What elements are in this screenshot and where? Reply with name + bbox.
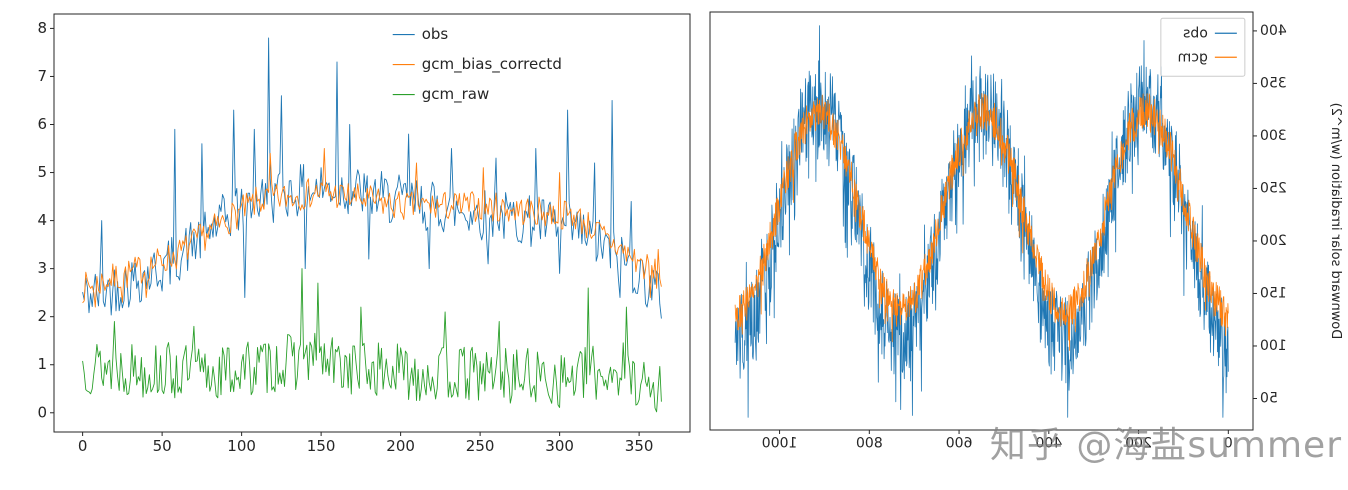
x-tick-label: 400 (1035, 436, 1062, 452)
x-tick-label: 350 (625, 437, 654, 455)
legend-label: gcm_bias_correctd (422, 55, 562, 74)
y-tick-label: 2 (37, 307, 47, 325)
x-axis: 0 200 400 600 800 1000 (762, 430, 1233, 452)
y-tick-label: 6 (37, 115, 47, 133)
y-tick-label: 5 (37, 163, 47, 181)
y-tick-label: 250 (1260, 180, 1287, 196)
y-tick-label: 1 (37, 355, 47, 373)
x-tick-label: 100 (227, 437, 256, 455)
y-tick-label: 3 (37, 259, 47, 277)
legend-label: gcm_raw (422, 85, 490, 104)
right-chart-mirrored-wrapper: 0 200 400 600 800 1000 50 100 150 200 250 300 350 400… (700, 2, 1348, 488)
plot-border (709, 11, 1254, 431)
y-axis-label: Downward solar irradiation (w/m^2) (1328, 103, 1343, 340)
series-gcm_bias_correctd-line (82, 148, 662, 308)
x-tick-label: 250 (466, 437, 495, 455)
legend: obs gcm (1160, 17, 1246, 77)
x-tick-label: 300 (545, 437, 574, 455)
legend-label: obs (1183, 25, 1208, 41)
left-chart: 0 50 100 150 200 250 300 350 0 1 2 3 4 5 6 7 8 obs gcm_bia… (37, 13, 691, 455)
x-tick-label: 800 (856, 436, 883, 452)
series-obs-line (734, 25, 1229, 418)
x-tick-label: 1000 (762, 436, 798, 452)
plot-border (53, 13, 691, 433)
x-tick-label: 0 (78, 437, 88, 455)
y-tick-label: 350 (1260, 75, 1287, 91)
x-tick-label: 150 (307, 437, 336, 455)
y-tick-label: 300 (1260, 128, 1287, 144)
y-tick-label: 100 (1260, 338, 1287, 354)
y-tick-label: 400 (1260, 23, 1287, 39)
x-axis: 0 50 100 150 200 250 300 350 (78, 432, 654, 455)
x-tick-label: 50 (153, 437, 172, 455)
y-axis: 0 1 2 3 4 5 6 7 8 (37, 19, 54, 421)
x-tick-label: 600 (946, 436, 973, 452)
y-tick-label: 150 (1260, 285, 1287, 301)
y-tick-label: 4 (37, 211, 47, 229)
y-tick-label: 200 (1260, 233, 1287, 249)
y-axis: 50 100 150 200 250 300 350 400 (1253, 23, 1287, 406)
x-tick-label: 200 (1125, 436, 1152, 452)
series-gcm_raw-line (82, 268, 662, 413)
y-tick-label: 8 (37, 19, 47, 37)
series-obs-line (82, 37, 662, 319)
x-tick-label: 200 (386, 437, 415, 455)
y-tick-label: 0 (37, 403, 47, 421)
legend: obs gcm_bias_correctd gcm_raw (392, 25, 562, 104)
x-tick-label: 0 (1224, 436, 1233, 452)
series-gcm-line (734, 93, 1229, 351)
legend-label: obs (422, 25, 449, 43)
y-tick-label: 7 (37, 67, 47, 85)
legend-label: gcm (1178, 49, 1208, 65)
y-tick-label: 50 (1260, 390, 1278, 406)
right-chart: 0 200 400 600 800 1000 50 100 150 200 250 300 350 400… (709, 11, 1343, 452)
